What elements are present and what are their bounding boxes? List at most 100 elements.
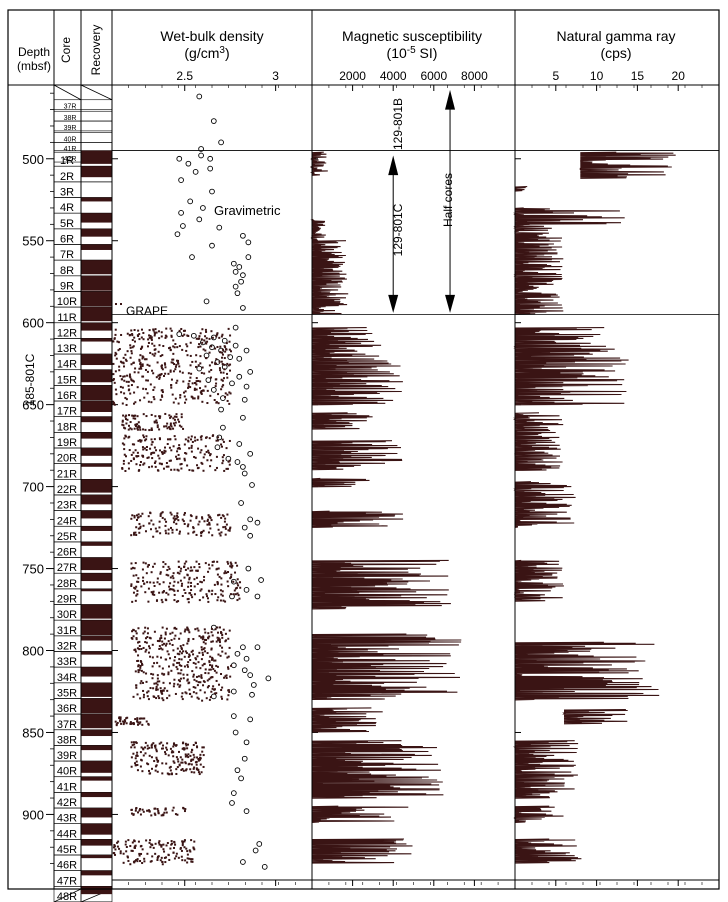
grape-point bbox=[174, 343, 177, 346]
grape-point bbox=[199, 757, 202, 760]
grape-point bbox=[137, 527, 140, 530]
grape-point bbox=[210, 519, 213, 522]
grape-point bbox=[176, 379, 179, 382]
depth-unit-label: (mbsf) bbox=[17, 59, 51, 73]
grape-point bbox=[127, 380, 130, 383]
grape-point bbox=[196, 438, 199, 441]
grape-point bbox=[168, 567, 171, 570]
grape-point bbox=[122, 375, 125, 378]
grape-point bbox=[186, 850, 189, 853]
grape-point bbox=[153, 593, 156, 596]
grape-point bbox=[167, 528, 170, 531]
grape-point bbox=[185, 560, 188, 563]
grape-point bbox=[169, 438, 172, 441]
grape-point bbox=[171, 575, 174, 578]
grape-point bbox=[133, 846, 136, 849]
grape-point bbox=[187, 756, 190, 759]
grape-point bbox=[154, 527, 157, 530]
grape-point bbox=[193, 456, 196, 459]
grape-point bbox=[201, 341, 204, 344]
grape-point bbox=[138, 522, 141, 525]
grape-point bbox=[125, 850, 128, 853]
grape-point bbox=[201, 746, 204, 749]
grape-point bbox=[163, 642, 166, 645]
grape-point bbox=[137, 329, 140, 332]
grape-point bbox=[217, 567, 220, 570]
grape-point bbox=[133, 531, 136, 534]
grape-point bbox=[170, 329, 173, 332]
grape-point bbox=[124, 417, 127, 420]
grape-point bbox=[175, 381, 178, 384]
grape-point bbox=[216, 332, 219, 335]
grape-point bbox=[196, 655, 199, 658]
grape-point bbox=[164, 412, 167, 415]
grape-point bbox=[142, 561, 145, 564]
grape-point bbox=[208, 523, 211, 526]
grape-point bbox=[116, 721, 119, 724]
grape-point bbox=[207, 632, 210, 635]
grape-point bbox=[212, 668, 215, 671]
grape-point bbox=[152, 565, 155, 568]
grape-point bbox=[133, 443, 136, 446]
grape-point bbox=[150, 438, 153, 441]
grape-point bbox=[201, 366, 204, 369]
grape-point bbox=[228, 439, 231, 442]
grape-point bbox=[226, 560, 229, 563]
grape-point bbox=[159, 355, 162, 358]
grape-point bbox=[133, 336, 136, 339]
grape-point bbox=[229, 363, 232, 366]
grape-point bbox=[229, 577, 232, 580]
gravimetric-point bbox=[243, 587, 250, 593]
grape-point bbox=[160, 691, 163, 694]
grape-point bbox=[160, 394, 163, 397]
grape-point bbox=[181, 371, 184, 374]
grape-point bbox=[178, 329, 181, 332]
grape-point bbox=[154, 852, 157, 855]
grape-point bbox=[190, 594, 193, 597]
grape-point bbox=[205, 451, 208, 454]
core-label-801b: 38R bbox=[64, 115, 77, 122]
gravimetric-point bbox=[249, 482, 255, 488]
core-label: 1R bbox=[60, 155, 74, 167]
grape-point bbox=[219, 589, 222, 592]
grape-point bbox=[182, 677, 185, 680]
grape-point bbox=[189, 585, 192, 588]
grape-point bbox=[143, 447, 146, 450]
grape-point bbox=[144, 562, 147, 565]
recovery-bar bbox=[81, 463, 112, 467]
grape-point bbox=[146, 636, 149, 639]
grape-point bbox=[183, 457, 186, 460]
grape-point bbox=[139, 697, 142, 700]
grape-point bbox=[188, 380, 191, 383]
grape-point bbox=[156, 760, 159, 763]
grape-point bbox=[137, 439, 140, 442]
grape-point bbox=[189, 519, 192, 522]
grape-point bbox=[155, 682, 158, 685]
grape-point bbox=[168, 585, 171, 588]
grape-point bbox=[146, 809, 149, 812]
grape-point bbox=[199, 355, 202, 358]
grape-point bbox=[139, 525, 142, 528]
grape-point bbox=[222, 628, 225, 631]
grape-point bbox=[137, 580, 140, 583]
grape-point bbox=[143, 717, 146, 720]
grape-point bbox=[201, 653, 204, 656]
grape-point bbox=[162, 345, 165, 348]
grape-point bbox=[159, 398, 162, 401]
grape-point bbox=[176, 346, 179, 349]
grape-point bbox=[215, 664, 218, 667]
grape-point bbox=[160, 814, 163, 817]
grape-point bbox=[151, 457, 154, 460]
recovery-bar bbox=[81, 385, 112, 401]
grape-point bbox=[215, 671, 218, 674]
grape-point bbox=[208, 516, 211, 519]
grape-point bbox=[140, 844, 143, 847]
grape-point bbox=[236, 599, 239, 602]
recovery-bar bbox=[81, 839, 112, 846]
grape-point bbox=[164, 644, 167, 647]
grape-point bbox=[162, 744, 165, 747]
grape-point bbox=[158, 843, 161, 846]
grape-point bbox=[186, 754, 189, 757]
grape-point bbox=[202, 765, 205, 768]
grape-point bbox=[149, 447, 152, 450]
